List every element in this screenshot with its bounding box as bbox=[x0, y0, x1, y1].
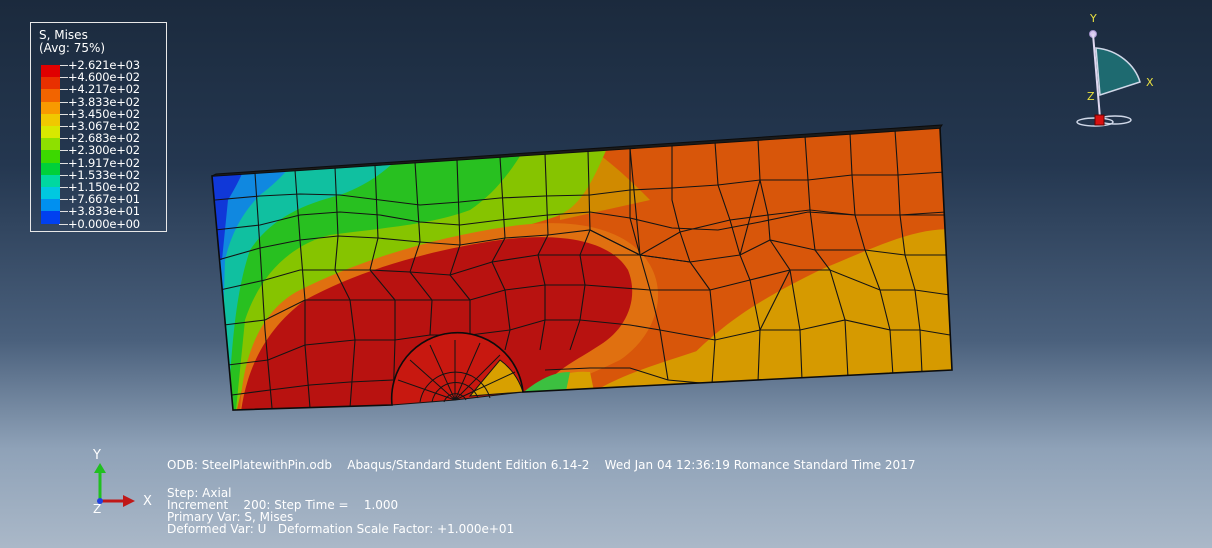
triad-z-label: Z bbox=[1087, 90, 1095, 103]
legend-color-band bbox=[41, 211, 60, 224]
step-line: Step: Axial bbox=[167, 486, 232, 500]
legend-value: +2.300e+02 bbox=[68, 143, 140, 158]
legend-value: +7.667e+01 bbox=[68, 192, 140, 207]
legend-tick bbox=[59, 101, 68, 103]
legend-tick bbox=[59, 223, 68, 225]
legend-value: +3.450e+02 bbox=[68, 106, 140, 121]
legend-color-band bbox=[41, 126, 60, 139]
legend-color-band bbox=[41, 199, 60, 212]
legend-color-band bbox=[41, 89, 60, 102]
increment-line: Increment 200: Step Time = 1.000 bbox=[167, 498, 399, 512]
axis-z-label: Z bbox=[93, 502, 101, 516]
deformed-var-line: Deformed Var: U Deformation Scale Factor… bbox=[167, 522, 515, 536]
model-info: ODB: SteelPlatewithPin.odb Abaqus/Standa… bbox=[167, 0, 915, 536]
axis-y-arrowhead bbox=[94, 463, 106, 473]
axis-y-label: Y bbox=[92, 448, 101, 463]
legend-value: +4.217e+02 bbox=[68, 82, 140, 97]
legend-color-band bbox=[41, 113, 60, 126]
view-triad[interactable]: Y X Z bbox=[1060, 10, 1170, 135]
triad-y-axis bbox=[1092, 33, 1101, 119]
legend-color-band bbox=[41, 65, 60, 78]
legend-color-band bbox=[41, 77, 60, 90]
axis-x-arrowhead bbox=[123, 495, 135, 507]
legend-value: +2.683e+02 bbox=[68, 131, 140, 146]
legend-value: +2.621e+03 bbox=[68, 58, 140, 72]
triad-origin-marker bbox=[1094, 114, 1105, 126]
legend-tick bbox=[59, 89, 68, 91]
axis-x-label: X bbox=[143, 494, 152, 509]
legend-tick bbox=[59, 162, 68, 164]
triad-y-label: Y bbox=[1089, 12, 1097, 25]
plate-thickness-edge bbox=[211, 124, 943, 177]
triad-xy-plane bbox=[1095, 47, 1141, 97]
legend-value: +1.150e+02 bbox=[68, 180, 140, 194]
legend-color-band bbox=[41, 138, 60, 151]
legend-value: +3.833e+02 bbox=[68, 94, 140, 109]
legend-tick bbox=[59, 211, 68, 213]
primary-var-line: Primary Var: S, Mises bbox=[167, 510, 294, 524]
plate-outline bbox=[211, 127, 953, 411]
legend-tick bbox=[59, 187, 68, 188]
element-mesh bbox=[214, 129, 951, 409]
legend-value: +0.000e+00 bbox=[68, 216, 140, 231]
legend-tick bbox=[59, 138, 68, 140]
triad-x-label: X bbox=[1146, 76, 1154, 89]
legend-color-band bbox=[41, 150, 60, 163]
legend-color-band bbox=[41, 174, 60, 187]
legend-title-averaging: (Avg: 75%) bbox=[39, 41, 106, 55]
legend-title-variable: S, Mises bbox=[39, 28, 88, 42]
axis-z-dot bbox=[97, 498, 103, 504]
legend-tick bbox=[59, 126, 68, 127]
global-axis-triad: Y X Z bbox=[92, 448, 152, 516]
legend-tick bbox=[59, 174, 68, 176]
legend-value: +1.917e+02 bbox=[68, 155, 140, 170]
legend-tick bbox=[59, 150, 68, 152]
legend-color-band bbox=[41, 101, 60, 114]
odb-info-line: ODB: SteelPlatewithPin.odb Abaqus/Standa… bbox=[167, 458, 916, 472]
contour-legend: S, Mises (Avg: 75%) +2.621e+03 +4.600e+02… bbox=[30, 22, 167, 232]
legend-tick bbox=[59, 113, 68, 115]
legend-tick bbox=[59, 77, 68, 79]
legend-tick bbox=[59, 65, 68, 66]
legend-color-band bbox=[41, 162, 60, 175]
legend-tick bbox=[59, 199, 68, 201]
legend-value: +4.600e+02 bbox=[68, 70, 140, 85]
legend-color-band bbox=[41, 187, 60, 200]
legend-title: S, Mises (Avg: 75%) bbox=[39, 29, 105, 55]
legend-value: +3.067e+02 bbox=[68, 119, 140, 133]
legend-value: +3.833e+01 bbox=[68, 204, 140, 219]
legend-value: +1.533e+02 bbox=[68, 167, 140, 182]
